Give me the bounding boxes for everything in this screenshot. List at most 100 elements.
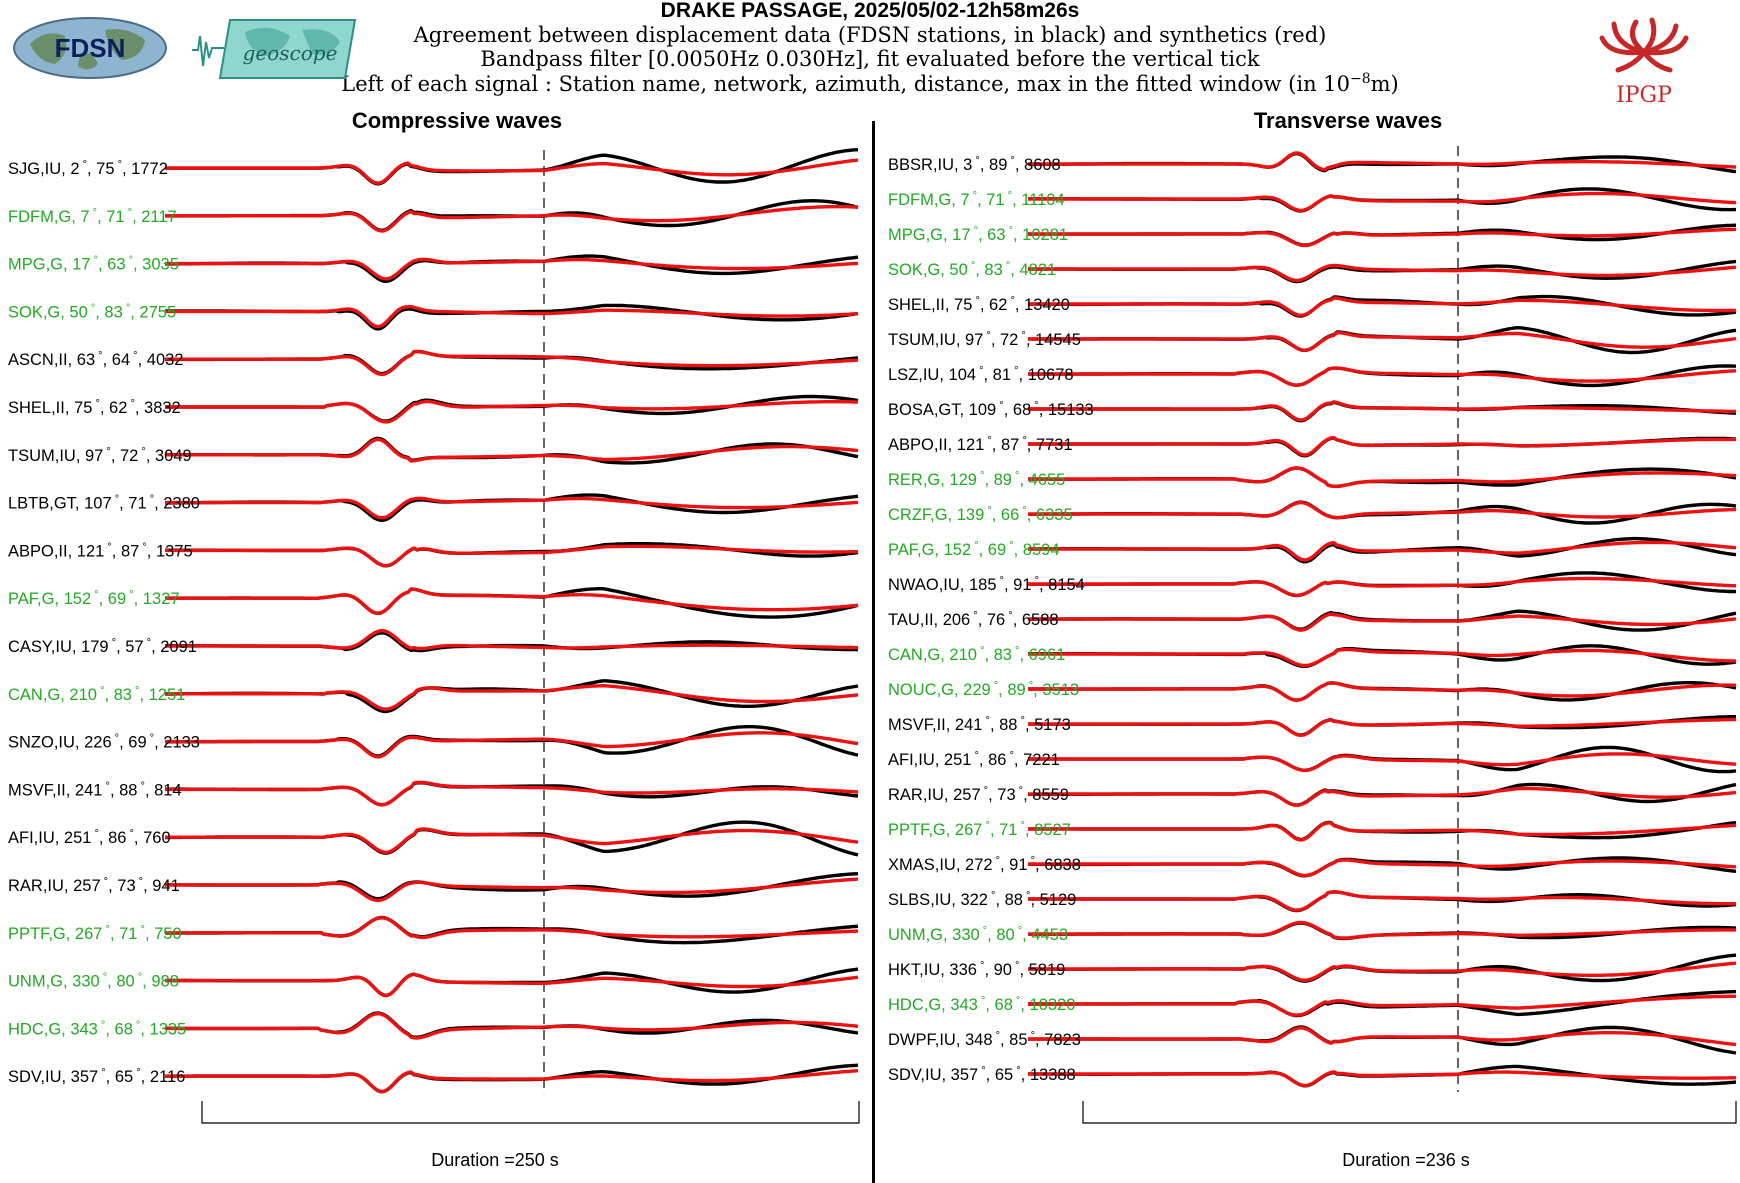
compressive-synthetic-trace bbox=[165, 496, 859, 520]
transverse-synthetic-trace bbox=[1028, 920, 1736, 940]
degree-sign: ° bbox=[968, 260, 975, 272]
label-part: , 8559 bbox=[1023, 786, 1069, 804]
transverse-station-label: HDC,G, 343 °, 68 °, 10320 bbox=[888, 995, 1075, 1014]
compressive-panel-title: Compressive waves bbox=[352, 108, 562, 133]
compressive-station-row: UNM,G, 330 °, 80 °, 988 bbox=[8, 967, 859, 998]
degree-sign: ° bbox=[135, 972, 142, 984]
transverse-synthetic-trace bbox=[1028, 331, 1737, 352]
degree-sign: ° bbox=[97, 685, 104, 697]
transverse-station-row: SHEL,II, 75 °, 62 °, 13420 bbox=[888, 294, 1737, 318]
degree-sign: ° bbox=[1016, 785, 1023, 797]
label-part: , 8594 bbox=[1014, 541, 1060, 559]
label-part: , 73 bbox=[988, 786, 1016, 804]
compressive-station-label: PPTF,G, 267 °, 71 °, 750 bbox=[8, 924, 182, 943]
transverse-synthetic-trace bbox=[1028, 540, 1737, 562]
label-part: , 4032 bbox=[138, 351, 184, 369]
label-part: , 4453 bbox=[1022, 926, 1068, 944]
label-part: , 10678 bbox=[1019, 366, 1074, 384]
transverse-synthetic-trace bbox=[1028, 717, 1737, 737]
label-part: , 71 bbox=[119, 495, 147, 513]
figure-subtitle-label-key: Left of each signal : Station name, netw… bbox=[0, 71, 1740, 96]
label-part: , 750 bbox=[145, 925, 182, 943]
transverse-station-row: TSUM,IU, 97 °, 72 °, 14545 bbox=[888, 326, 1737, 355]
transverse-station-label: ABPO,II, 121 °, 87 °, 7731 bbox=[888, 435, 1073, 454]
transverse-station-row: PPTF,G, 267 °, 71 °, 8527 bbox=[888, 820, 1737, 842]
label-part: , 83 bbox=[975, 261, 1003, 279]
label-part: , 68 bbox=[1004, 401, 1032, 419]
label-part: , 80 bbox=[987, 926, 1015, 944]
degree-sign: ° bbox=[139, 541, 146, 553]
label-part: TAU,II, 206 bbox=[888, 611, 970, 629]
transverse-synthetic-trace bbox=[1028, 576, 1737, 597]
label-part: TSUM,IU, 97 bbox=[8, 447, 103, 465]
degree-sign: ° bbox=[972, 155, 979, 167]
compressive-station-label: PAF,G, 152 °, 69 °, 1327 bbox=[8, 589, 180, 608]
label-part: UNM,G, 330 bbox=[8, 973, 100, 991]
label-part: AFI,IU, 251 bbox=[8, 829, 91, 847]
degree-sign: ° bbox=[101, 876, 108, 888]
compressive-synthetic-trace bbox=[165, 587, 859, 615]
label-part: , 10281 bbox=[1013, 226, 1068, 244]
figure-subtitle-filter: Bandpass filter [0.0050Hz 0.030Hz], fit … bbox=[480, 47, 1260, 71]
transverse-synthetic-trace bbox=[1028, 263, 1737, 283]
transverse-station-label: SHEL,II, 75 °, 62 °, 13420 bbox=[888, 295, 1070, 314]
label-part: , 760 bbox=[134, 829, 171, 847]
compressive-station-label: LBTB,GT, 107 °, 71 °, 2380 bbox=[8, 494, 200, 513]
degree-sign: ° bbox=[993, 855, 1000, 867]
label-part: , 80 bbox=[107, 973, 135, 991]
label-part: , 69 bbox=[119, 734, 147, 752]
degree-sign: ° bbox=[1018, 330, 1025, 342]
label-part: , 8527 bbox=[1025, 821, 1071, 839]
label-part: PAF,G, 152 bbox=[8, 590, 91, 608]
transverse-station-label: DWPF,IU, 348 °, 85 °, 7823 bbox=[888, 1030, 1081, 1049]
degree-sign: ° bbox=[112, 494, 119, 506]
label-part: SOK,G, 50 bbox=[8, 303, 88, 321]
label-part: , 15133 bbox=[1039, 401, 1094, 419]
transverse-station-label: RAR,IU, 257 °, 73 °, 8559 bbox=[888, 785, 1069, 804]
degree-sign: ° bbox=[98, 1067, 105, 1079]
transverse-station-row: TAU,II, 206 °, 76 °, 6588 bbox=[888, 609, 1737, 632]
compressive-synthetic-trace bbox=[165, 827, 859, 854]
compressive-duration-bracket bbox=[201, 1101, 860, 1124]
label-part: , 75 bbox=[87, 160, 115, 178]
label-part: LSZ,IU, 104 bbox=[888, 366, 976, 384]
label-part: , 89 bbox=[998, 681, 1026, 699]
transverse-data-trace bbox=[1028, 259, 1737, 284]
label-part: CAN,G, 210 bbox=[8, 686, 97, 704]
fdsn-logo: FDSN bbox=[13, 17, 167, 79]
compressive-synthetic-trace bbox=[165, 544, 859, 568]
transverse-synthetic-trace bbox=[1028, 821, 1737, 842]
transverse-station-label: SDV,IU, 357 °, 65 °, 13388 bbox=[888, 1065, 1076, 1084]
label-part: , 71 bbox=[97, 208, 125, 226]
label-part: , 71 bbox=[977, 191, 1005, 209]
compressive-station-row: HDC,G, 343 °, 68 °, 1335 bbox=[8, 1011, 859, 1040]
label-part: BBSR,IU, 3 bbox=[888, 156, 972, 174]
transverse-station-row: MPG,G, 17 °, 63 °, 10281 bbox=[888, 223, 1737, 248]
degree-sign: ° bbox=[91, 589, 98, 601]
transverse-panel-title: Transverse waves bbox=[1254, 108, 1442, 133]
figure-header: DRAKE PASSAGE, 2025/05/02-12h58m26s Agre… bbox=[0, 0, 1740, 110]
transverse-station-row: BOSA,GT, 109 °, 68 °, 15133 bbox=[888, 400, 1737, 423]
degree-sign: ° bbox=[92, 398, 99, 410]
transverse-synthetic-trace bbox=[1028, 500, 1737, 520]
label-part: , 6838 bbox=[1035, 856, 1081, 874]
label-part: , 6961 bbox=[1019, 646, 1065, 664]
label-part: , 2116 bbox=[141, 1068, 186, 1086]
degree-sign: ° bbox=[977, 960, 984, 972]
transverse-station-row: CAN,G, 210 °, 83 °, 6961 bbox=[888, 644, 1737, 669]
transverse-station-row: SLBS,IU, 322 °, 88 °, 5129 bbox=[888, 890, 1737, 913]
transverse-station-label: PPTF,G, 267 °, 71 °, 8527 bbox=[888, 820, 1071, 839]
label-key-text: Left of each signal : Station name, netw… bbox=[341, 72, 1350, 96]
label-part: , 81 bbox=[984, 366, 1012, 384]
label-part: CAN,G, 210 bbox=[888, 646, 977, 664]
label-part: LBTB,GT, 107 bbox=[8, 495, 112, 513]
label-part: , 89 bbox=[984, 471, 1012, 489]
compressive-station-label: SOK,G, 50 °, 83 °, 2755 bbox=[8, 302, 176, 321]
transverse-station-row: HKT,IU, 336 °, 90 °, 5819 bbox=[888, 953, 1737, 983]
transverse-synthetic-trace bbox=[1028, 647, 1737, 668]
label-part: , 62 bbox=[100, 399, 128, 417]
label-part: NOUC,G, 229 bbox=[888, 681, 991, 699]
degree-sign: ° bbox=[130, 350, 137, 362]
degree-sign: ° bbox=[136, 876, 143, 888]
